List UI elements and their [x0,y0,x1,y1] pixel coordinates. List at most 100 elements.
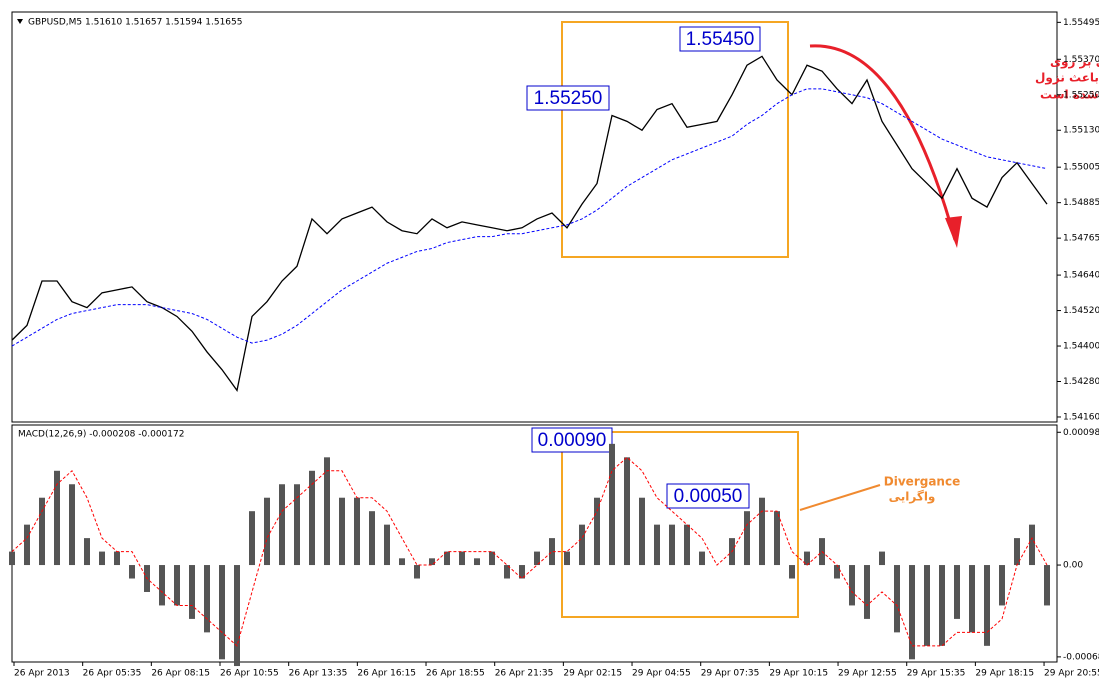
histogram-bar [849,565,855,606]
histogram-bar [234,565,240,667]
histogram-bar [159,565,165,606]
histogram-bar [384,524,390,566]
callout-label: 0.00090 [538,430,607,451]
histogram-bar [669,524,675,566]
histogram-bar [1014,538,1020,566]
histogram-bar [1044,565,1050,606]
series-line [11,88,1048,347]
histogram-bar [369,511,375,566]
note: مکدی باعث نزول [1035,71,1099,86]
histogram-bar [339,497,345,566]
x-tick-label: 29 Apr 20:55 [1044,669,1099,679]
arrow-head [945,216,962,248]
y-tick-label: 1.55370 [1063,55,1099,65]
callout [526,85,610,111]
histogram-bar [774,511,780,566]
histogram-bar [924,565,930,646]
note: قیمت شده است [1040,88,1099,102]
x-tick-label: 26 Apr 13:35 [289,669,348,679]
macd-title: MACD(12,26,9) -0.000208 -0.000172 [18,430,184,440]
histogram-bar [789,565,795,579]
histogram-bar [279,484,285,566]
histogram-bar [129,565,135,579]
highlight-box [561,21,789,258]
y-tick-label: -0.000682 [1063,652,1099,662]
arrow [809,44,957,241]
callout-label: 1.55250 [534,88,603,109]
y-tick-label: 1.54400 [1063,342,1099,352]
y-tick-label: 1.55005 [1063,163,1099,173]
histogram-bar [564,551,570,566]
menu-arrow [17,19,23,24]
y-tick-label: 1.54520 [1063,306,1099,316]
x-tick-label: 26 Apr 16:15 [357,669,416,679]
histogram-bar [54,470,60,566]
histogram-bar [204,565,210,633]
price-panel [11,11,1058,423]
y-tick-label: 1.54640 [1063,271,1099,281]
series-line [11,456,1048,647]
x-tick-label: 29 Apr 15:35 [907,669,966,679]
histogram-bar [654,524,660,566]
y-tick-label: 1.55250 [1063,90,1099,100]
histogram-bar [264,497,270,566]
y-tick-label: 0.000986 [1063,428,1099,438]
y-tick-label: 1.54885 [1063,198,1099,208]
histogram-bar [84,538,90,566]
histogram-bar [609,443,615,566]
histogram-bar [1029,524,1035,566]
note: واگرایی [889,490,936,505]
callout [531,427,613,453]
histogram-bar [444,551,450,566]
histogram-bar [744,511,750,566]
histogram-bar [534,551,540,566]
histogram-bar [759,497,765,566]
histogram-bar [414,565,420,579]
histogram-bar [489,551,495,566]
histogram-bar [954,565,960,619]
histogram-bar [294,484,300,566]
histogram-bar [39,497,45,566]
x-tick-label: 26 Apr 21:35 [495,669,554,679]
note: وقوع واگرایی بر روی [1050,55,1099,70]
histogram-bar [429,558,435,566]
histogram-bar [324,457,330,566]
histogram-bar [909,565,915,660]
histogram-bar [354,497,360,566]
callout-label: 1.55450 [686,29,755,50]
price-title: GBPUSD,M5 1.51610 1.51657 1.51594 1.5165… [28,18,242,28]
x-tick-label: 29 Apr 04:55 [632,669,691,679]
x-tick-label: 26 Apr 2013 [14,669,70,679]
histogram-bar [174,565,180,606]
histogram-bar [399,558,405,566]
y-tick-label: 1.55130 [1063,126,1099,136]
histogram-bar [519,565,525,579]
histogram-bar [309,470,315,566]
histogram-bar [459,551,465,566]
histogram-bar [99,551,105,566]
histogram-bar [984,565,990,646]
histogram-bar [114,551,120,566]
histogram-bar [189,565,195,619]
histogram-bar [24,524,30,566]
callout [679,26,761,52]
histogram-bar [699,551,705,566]
x-tick-label: 29 Apr 12:55 [838,669,897,679]
histogram-bar [219,565,225,660]
histogram-bar [834,565,840,579]
x-tick-label: 29 Apr 10:15 [769,669,828,679]
histogram-bar [879,551,885,566]
x-tick-label: 26 Apr 10:55 [220,669,279,679]
histogram-bar [9,551,15,566]
y-tick-label: 1.54160 [1063,412,1099,422]
x-tick-label: 29 Apr 07:35 [701,669,760,679]
histogram-bar [894,565,900,633]
histogram-bar [579,524,585,566]
highlight-box [561,431,799,618]
histogram-bar [684,524,690,566]
histogram-bar [939,565,945,646]
x-tick-label: 26 Apr 18:55 [426,669,485,679]
histogram-bar [69,484,75,566]
y-tick-label: 1.54765 [1063,234,1099,244]
